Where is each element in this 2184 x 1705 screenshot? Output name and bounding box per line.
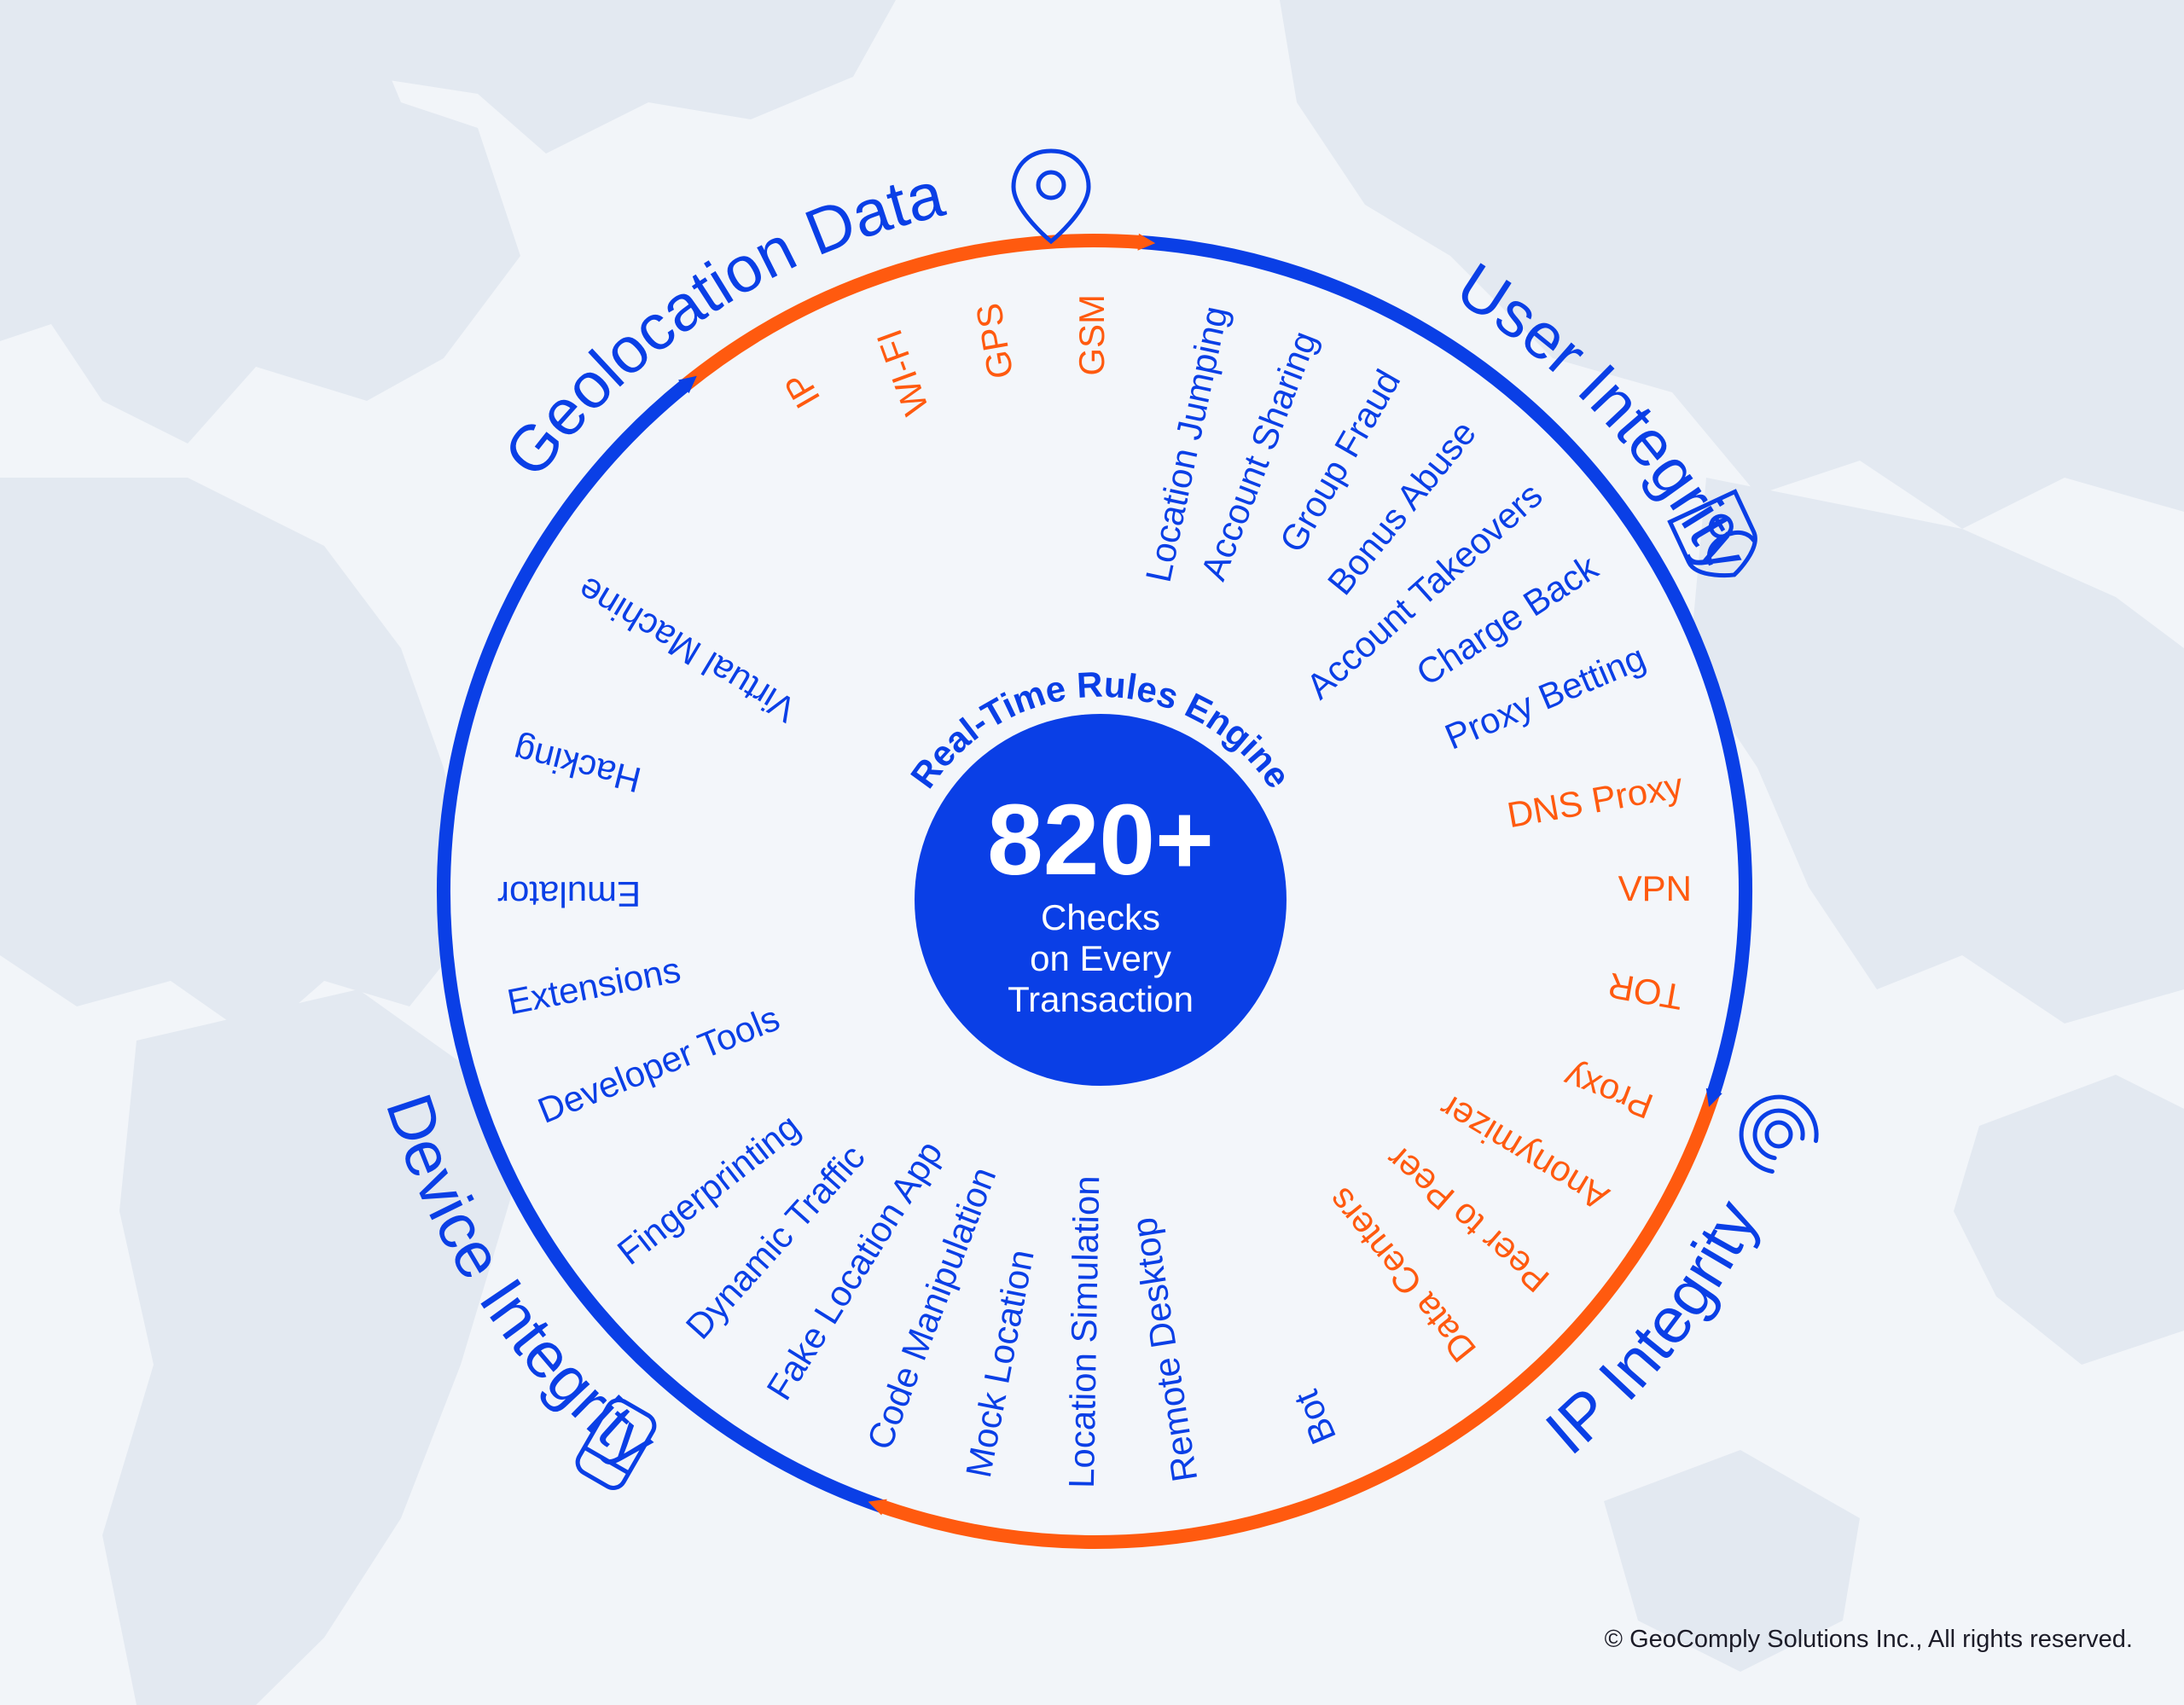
check-item: Location Simulation bbox=[1061, 1175, 1107, 1488]
ring-arrow-tip bbox=[1137, 233, 1156, 251]
map-landmass bbox=[1280, 0, 2184, 529]
map-landmass bbox=[1954, 1075, 2184, 1365]
ring-arrow-tip bbox=[868, 1499, 887, 1516]
map-landmass bbox=[102, 989, 512, 1705]
map-landmass bbox=[1604, 1450, 1860, 1672]
check-item: Emulator bbox=[497, 874, 641, 914]
mobile-device-icon bbox=[575, 1398, 657, 1490]
copyright-footer: © GeoComply Solutions Inc., All rights r… bbox=[1604, 1626, 2133, 1653]
map-landmass bbox=[1689, 478, 2184, 1024]
ring-arrow-tip bbox=[1705, 1087, 1722, 1107]
signal-waves-icon bbox=[1739, 1094, 1819, 1174]
ring-segment-3 bbox=[880, 1090, 1721, 1549]
ring-segment-1 bbox=[680, 234, 1141, 391]
location-pin-icon bbox=[1011, 148, 1091, 245]
ring-segment-4 bbox=[437, 380, 886, 1513]
map-landmass bbox=[0, 478, 478, 1041]
checks-count: 820+ bbox=[987, 784, 1214, 896]
center-line-3: Transaction bbox=[1008, 979, 1194, 1019]
ring-arrow-tip bbox=[677, 375, 697, 394]
check-item: GSM bbox=[1072, 294, 1112, 376]
user-shield-icon bbox=[1667, 489, 1757, 578]
category-icons bbox=[575, 148, 1819, 1490]
map-landmass bbox=[256, 0, 896, 154]
center-line-2: on Every bbox=[1030, 938, 1171, 978]
center-circle bbox=[915, 714, 1287, 1086]
ring-segment-2 bbox=[1139, 235, 1752, 1095]
check-item: VPN bbox=[1618, 868, 1692, 908]
center-line-1: Checks bbox=[1041, 897, 1160, 937]
map-landmass bbox=[0, 0, 520, 444]
